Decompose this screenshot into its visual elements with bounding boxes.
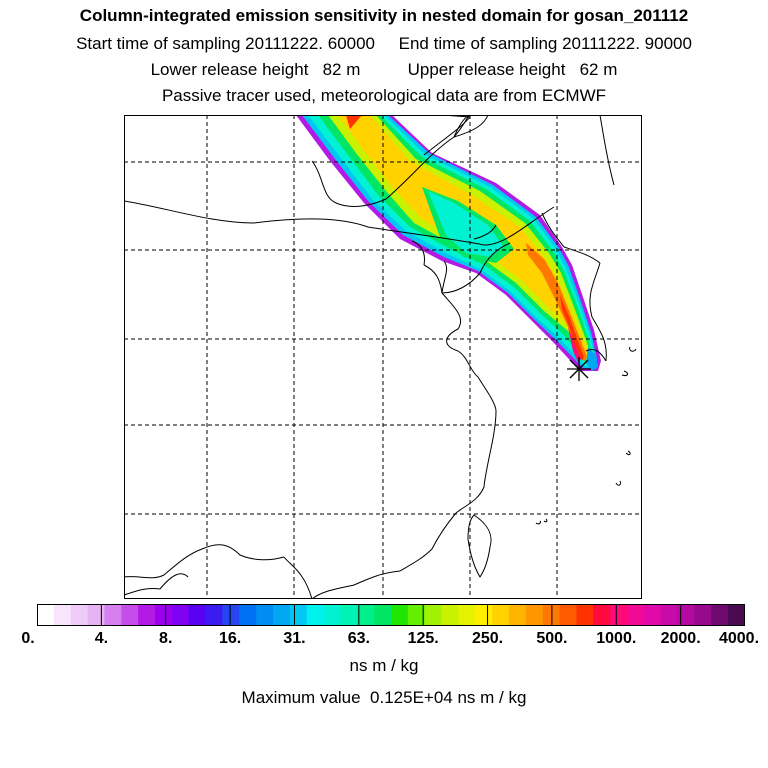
lat-lon-grid: [124, 115, 642, 599]
sensitivity-map: [124, 115, 642, 599]
colorbar-tick-label: 125.: [407, 630, 439, 647]
colorbar-swatch: [256, 604, 274, 626]
colorbar-swatch: [627, 604, 645, 626]
colorbar-major-dividers: [100, 604, 682, 626]
colorbar-frame: [37, 604, 745, 626]
colorbar-swatch: [239, 604, 257, 626]
colorbar-swatch: [374, 604, 392, 626]
colorbar-swatch: [171, 604, 190, 626]
coastline-borders: [124, 115, 637, 599]
colorbar-tick-label: 2000.: [660, 630, 701, 647]
colorbar-swatch: [323, 604, 341, 626]
colorbar-swatch: [525, 604, 544, 626]
colorbar-unit: ns m / kg: [349, 656, 419, 675]
colorbar-tick-label: 500.: [536, 630, 568, 647]
colorbar: [37, 604, 745, 626]
colorbar-tick-label: 4.: [94, 630, 109, 647]
release-height-line: Lower release height 82 m Upper release …: [150, 60, 618, 79]
colorbar-tick-label: 250.: [471, 630, 504, 647]
map-frame: [124, 115, 642, 599]
colorbar-swatch: [728, 604, 745, 626]
colorbar-swatch: [273, 604, 291, 626]
colorbar-tick-label: 4000.: [718, 630, 760, 647]
colorbar-swatch: [289, 604, 308, 626]
colorbar-swatch: [424, 604, 443, 626]
colorbar-swatch: [121, 604, 139, 626]
colorbar-swatch: [340, 604, 358, 626]
colorbar-tick-label: 0.: [21, 630, 35, 647]
colorbar-swatch: [643, 604, 662, 626]
colorbar-swatch: [660, 604, 679, 626]
colorbar-tick-label: 8.: [159, 630, 173, 647]
colorbar-swatch: [458, 604, 476, 626]
colorbar-tick-label: 63.: [347, 630, 370, 647]
colorbar-swatch: [711, 604, 729, 626]
colorbar-swatch: [306, 604, 325, 626]
sampling-time-line: Start time of sampling 20111222. 60000 E…: [76, 34, 692, 53]
colorbar-tick-label: 1000.: [596, 630, 637, 647]
colorbar-swatch: [53, 604, 72, 626]
colorbar-swatch: [138, 604, 156, 626]
colorbar-swatch: [475, 604, 493, 626]
colorbar-swatch: [576, 604, 594, 626]
colorbar-swatch: [492, 604, 510, 626]
colorbar-swatch: [104, 604, 122, 626]
colorbar-swatch: [677, 604, 695, 626]
emission-sensitivity-plume: [296, 115, 601, 371]
colorbar-swatch: [542, 604, 561, 626]
colorbar-swatch: [205, 604, 223, 626]
colorbar-swatch: [37, 604, 55, 626]
colorbar-swatch: [694, 604, 712, 626]
colorbar-swatch: [155, 604, 173, 626]
colorbar-swatch: [357, 604, 375, 626]
colorbar-swatch: [593, 604, 611, 626]
receptor-star-marker: [567, 357, 591, 381]
colorbar-swatch: [222, 604, 240, 626]
plot-title: Column-integrated emission sensitivity i…: [79, 6, 689, 25]
colorbar-swatch: [441, 604, 459, 626]
colorbar-tick-label: 16.: [218, 630, 242, 647]
colorbar-tick-label: 31.: [283, 630, 306, 647]
colorbar-swatch: [559, 604, 577, 626]
colorbar-swatch: [87, 604, 105, 626]
colorbar-swatch: [70, 604, 89, 626]
colorbar-swatch: [610, 604, 628, 626]
maximum-value: Maximum value 0.125E+04 ns m / kg: [241, 688, 527, 707]
colorbar-swatch: [391, 604, 409, 626]
colorbar-swatch: [188, 604, 207, 626]
colorbar-swatches: [37, 604, 745, 626]
colorbar-swatch: [509, 604, 527, 626]
colorbar-swatch: [407, 604, 426, 626]
tracer-info-line: Passive tracer used, meteorological data…: [161, 86, 607, 105]
